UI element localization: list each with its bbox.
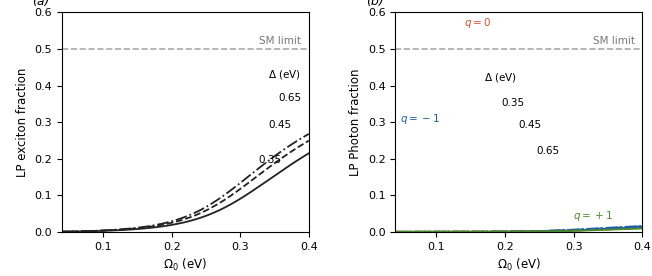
Text: $\Delta$ (eV): $\Delta$ (eV) bbox=[484, 71, 517, 84]
Text: (a): (a) bbox=[33, 0, 50, 8]
Text: 0.35: 0.35 bbox=[259, 155, 282, 165]
Text: $q = -1$: $q = -1$ bbox=[400, 112, 440, 126]
Text: $\Delta$ (eV): $\Delta$ (eV) bbox=[269, 68, 301, 81]
Text: 0.65: 0.65 bbox=[536, 146, 559, 156]
Text: SM limit: SM limit bbox=[259, 36, 301, 46]
Text: 0.65: 0.65 bbox=[278, 93, 301, 103]
Text: 0.45: 0.45 bbox=[269, 120, 291, 130]
X-axis label: $\Omega_0$ (eV): $\Omega_0$ (eV) bbox=[497, 257, 541, 273]
Y-axis label: LP exciton fraction: LP exciton fraction bbox=[16, 67, 29, 177]
X-axis label: $\Omega_0$ (eV): $\Omega_0$ (eV) bbox=[164, 257, 207, 273]
Text: $q = +1$: $q = +1$ bbox=[573, 209, 613, 223]
Y-axis label: LP Photon fraction: LP Photon fraction bbox=[349, 68, 363, 176]
Text: $q = 0$: $q = 0$ bbox=[464, 15, 492, 30]
Text: (b): (b) bbox=[366, 0, 383, 8]
Text: 0.45: 0.45 bbox=[519, 120, 542, 130]
Text: 0.35: 0.35 bbox=[501, 98, 525, 108]
Text: SM limit: SM limit bbox=[593, 36, 635, 46]
